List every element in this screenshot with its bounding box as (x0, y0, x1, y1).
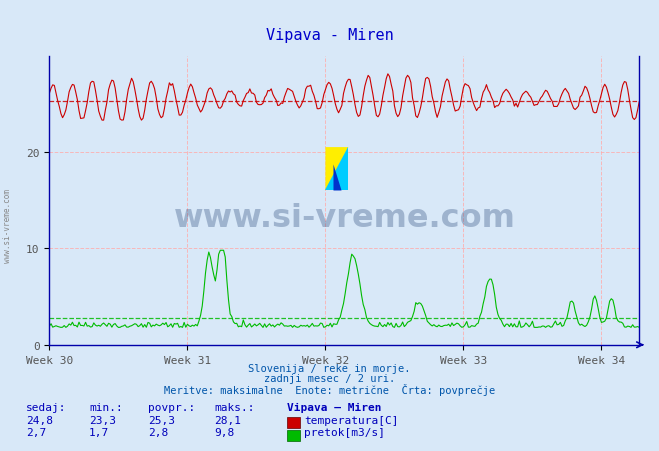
Text: www.si-vreme.com: www.si-vreme.com (3, 189, 13, 262)
Text: 2,7: 2,7 (26, 428, 47, 437)
Text: zadnji mesec / 2 uri.: zadnji mesec / 2 uri. (264, 373, 395, 383)
Text: pretok[m3/s]: pretok[m3/s] (304, 428, 385, 437)
Polygon shape (326, 148, 349, 191)
Text: 23,3: 23,3 (89, 415, 116, 425)
Text: www.si-vreme.com: www.si-vreme.com (173, 202, 515, 234)
Text: sedaj:: sedaj: (26, 402, 67, 412)
Text: 28,1: 28,1 (214, 415, 241, 425)
Text: Vipava – Miren: Vipava – Miren (287, 402, 381, 412)
Text: Meritve: maksimalne  Enote: metrične  Črta: povprečje: Meritve: maksimalne Enote: metrične Črta… (164, 383, 495, 395)
Text: Vipava - Miren: Vipava - Miren (266, 28, 393, 43)
Text: min.:: min.: (89, 402, 123, 412)
Text: temperatura[C]: temperatura[C] (304, 415, 398, 425)
Polygon shape (333, 165, 341, 191)
Text: Slovenija / reke in morje.: Slovenija / reke in morje. (248, 363, 411, 373)
Text: 24,8: 24,8 (26, 415, 53, 425)
Text: povpr.:: povpr.: (148, 402, 196, 412)
Text: 9,8: 9,8 (214, 428, 235, 437)
Text: maks.:: maks.: (214, 402, 254, 412)
Polygon shape (326, 148, 349, 191)
Text: 1,7: 1,7 (89, 428, 109, 437)
Bar (287, 430, 300, 441)
Bar (287, 417, 300, 428)
Text: 25,3: 25,3 (148, 415, 175, 425)
Text: 2,8: 2,8 (148, 428, 169, 437)
